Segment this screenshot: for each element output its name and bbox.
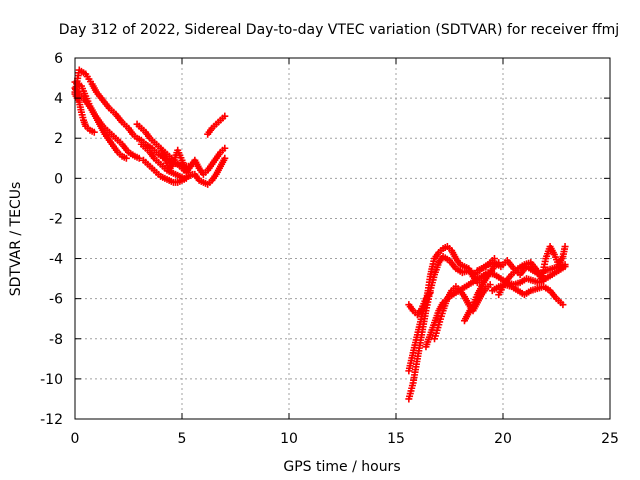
data-point [426, 289, 434, 297]
data-point [221, 154, 229, 162]
x-axis-label: GPS time / hours [283, 459, 400, 475]
data-series-track [405, 289, 434, 319]
data-point [561, 243, 569, 251]
y-tick-label: 4 [54, 91, 63, 107]
y-tick-label: -8 [49, 332, 63, 348]
y-axis-label: SDTVAR / TECUs [8, 182, 24, 297]
x-tick-label: 25 [601, 431, 619, 447]
x-tick-label: 5 [178, 431, 187, 447]
data-series [71, 66, 569, 403]
data-series-track [460, 259, 503, 325]
x-tick-label: 0 [71, 431, 80, 447]
data-point [135, 154, 143, 162]
data-point [486, 281, 494, 289]
data-series-track [71, 84, 130, 162]
data-point [559, 301, 567, 309]
data-point [221, 112, 229, 120]
y-tick-label: 2 [54, 131, 63, 147]
data-point [182, 174, 190, 182]
x-tick-label: 10 [280, 431, 298, 447]
data-series-track [495, 243, 569, 299]
y-tick-label: 0 [54, 171, 63, 187]
y-tick-label: -4 [49, 252, 63, 268]
data-point [122, 154, 130, 162]
x-tick-label: 20 [494, 431, 512, 447]
data-series-track [139, 156, 190, 186]
data-series-track [157, 144, 229, 178]
data-point [495, 259, 503, 267]
y-tick-label: -10 [40, 372, 63, 388]
data-point [221, 144, 229, 152]
chart-title: Day 312 of 2022, Sidereal Day-to-day VTE… [59, 22, 619, 38]
y-tick-label: -12 [40, 412, 63, 428]
data-series-track [473, 255, 498, 275]
y-tick-label: 6 [54, 51, 63, 67]
data-series-track [191, 154, 229, 188]
data-point [490, 255, 498, 263]
y-tick-label: -2 [49, 211, 63, 227]
x-tick-label: 15 [387, 431, 405, 447]
y-tick-label: -6 [49, 292, 63, 308]
grid-lines [75, 58, 610, 419]
plot-frame [74, 57, 611, 420]
data-point [90, 128, 98, 136]
data-point [561, 263, 569, 271]
axis-ticks: 0 5 10 15 20 25 -12 -10 -8 -6 -4 -2 0 2 4 6 [40, 51, 619, 447]
data-series-track [204, 112, 229, 138]
